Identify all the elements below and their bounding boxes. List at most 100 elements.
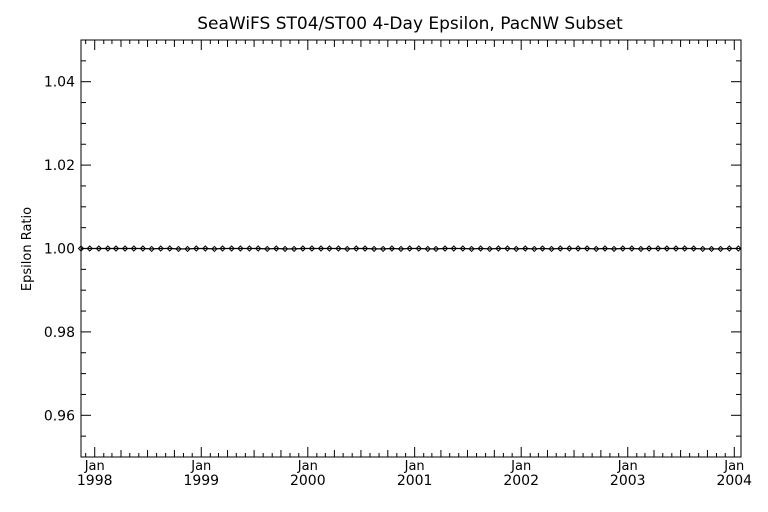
data-point	[388, 245, 396, 252]
y-tick-label: 1.02	[44, 158, 75, 174]
data-point	[645, 245, 653, 252]
data-point	[326, 245, 333, 252]
data-point	[441, 245, 449, 252]
data-point	[406, 245, 413, 252]
data-point	[522, 245, 529, 252]
data-point	[574, 245, 582, 252]
data-point	[104, 245, 112, 252]
data-point	[308, 245, 316, 252]
data-point	[370, 245, 378, 253]
data-point	[486, 245, 493, 253]
y-tick-labels: 0.96 0.98 1.00 1.02 1.04	[44, 75, 75, 425]
x-tick-month: Jan	[84, 459, 105, 474]
data-point	[495, 245, 502, 252]
data-point	[637, 245, 645, 253]
data-point	[513, 245, 520, 253]
x-tick-month: Jan	[723, 459, 744, 474]
y-axis-label: Epsilon Ratio	[20, 207, 35, 291]
data-point	[672, 245, 680, 252]
x-tick-month: Jan	[617, 459, 638, 474]
data-point	[432, 245, 440, 253]
data-point	[717, 245, 724, 253]
x-tick-year: 2002	[503, 473, 539, 489]
y-tick-label: 0.96	[44, 408, 75, 424]
x-tick-year: 2000	[290, 473, 326, 489]
data-point	[379, 245, 387, 253]
data-point	[504, 245, 511, 252]
data-point	[148, 245, 155, 253]
data-point	[139, 245, 147, 252]
data-point	[593, 245, 600, 253]
data-point	[628, 245, 636, 252]
y-tick-label: 1.00	[44, 242, 75, 258]
data-point	[290, 245, 298, 253]
data-point	[228, 245, 235, 252]
data-point	[690, 245, 697, 252]
data-point	[299, 245, 307, 252]
data-point	[246, 245, 253, 252]
data-point	[112, 245, 120, 252]
data-point	[219, 245, 226, 252]
data-point	[450, 245, 457, 252]
data-point	[211, 245, 218, 253]
data-point	[95, 245, 103, 252]
data-point	[539, 245, 546, 252]
data-point	[202, 245, 209, 252]
x-tick-month: Jan	[510, 459, 531, 474]
data-point	[273, 245, 280, 252]
data-point	[77, 245, 85, 252]
data-point	[184, 245, 191, 253]
data-point	[610, 245, 618, 253]
data-point	[708, 245, 715, 253]
data-point	[175, 245, 182, 253]
data-point	[415, 245, 422, 252]
data-point	[566, 245, 573, 252]
data-point	[157, 245, 164, 252]
data-point	[726, 245, 733, 252]
data-point	[237, 245, 244, 252]
data-point	[654, 245, 662, 252]
data-point	[361, 245, 369, 252]
x-tick-year: 2001	[397, 473, 433, 489]
data-point	[317, 245, 325, 252]
data-point	[663, 245, 671, 252]
x-tick-year: 1999	[183, 473, 219, 489]
x-tick-labels: Jan1998Jan1999Jan2000Jan2001Jan2002Jan20…	[77, 459, 752, 489]
data-point	[264, 245, 271, 253]
y-tick-label: 1.04	[44, 75, 75, 91]
data-point	[531, 245, 538, 253]
data-point	[735, 245, 742, 252]
data-point	[121, 245, 129, 252]
x-tick-month: Jan	[297, 459, 318, 474]
data-point	[397, 245, 405, 253]
x-tick-month: Jan	[404, 459, 425, 474]
y-tick-label: 0.98	[44, 325, 75, 341]
data-point	[681, 245, 688, 252]
data-point	[335, 245, 342, 252]
data-point	[619, 245, 626, 252]
data-point	[86, 245, 93, 252]
x-tick-year: 1998	[77, 473, 113, 489]
series-epsilon	[77, 245, 742, 253]
chart-title: SeaWiFS ST04/ST00 4-Day Epsilon, PacNW S…	[197, 14, 623, 34]
data-point	[583, 245, 591, 252]
data-point	[281, 245, 289, 253]
data-point	[477, 245, 484, 252]
data-point	[254, 245, 262, 252]
data-point	[557, 245, 564, 252]
data-point	[193, 245, 200, 252]
data-point	[699, 245, 706, 253]
data-point	[548, 245, 555, 253]
x-tick-month: Jan	[190, 459, 211, 474]
data-point	[459, 245, 467, 252]
data-point	[468, 245, 475, 253]
x-tick-year: 2003	[610, 473, 646, 489]
x-tick-year: 2004	[716, 473, 752, 489]
data-point	[353, 245, 360, 252]
data-point	[601, 245, 609, 252]
data-point	[344, 245, 351, 253]
data-point	[130, 245, 138, 252]
data-point	[424, 245, 431, 253]
data-point	[166, 245, 173, 252]
